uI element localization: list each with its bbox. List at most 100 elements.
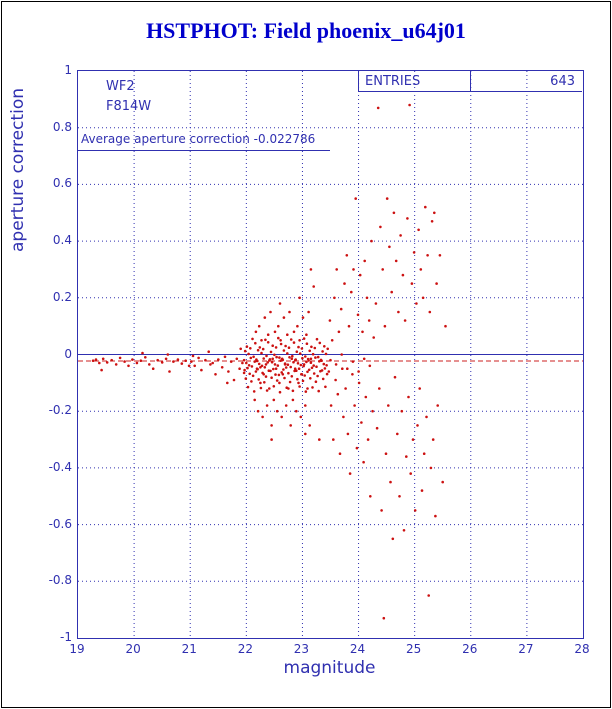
scatter-point xyxy=(422,452,426,456)
scatter-point xyxy=(389,480,392,484)
scatter-point xyxy=(246,366,249,370)
y-tick-label: 1 xyxy=(64,63,72,77)
scatter-point xyxy=(308,349,311,353)
scatter-point xyxy=(197,356,200,360)
y-tick-label: -0.6 xyxy=(48,516,72,531)
scatter-point xyxy=(278,390,282,394)
scatter-point xyxy=(356,313,360,317)
scatter-point xyxy=(312,285,315,288)
scatter-point xyxy=(270,438,273,441)
scatter-point xyxy=(260,339,263,342)
scatter-point xyxy=(184,359,187,363)
scatter-point xyxy=(304,432,307,436)
scatter-point xyxy=(272,398,276,402)
scatter-point xyxy=(193,364,196,368)
scatter-point xyxy=(362,357,366,361)
scatter-point xyxy=(363,259,367,263)
scatter-point xyxy=(290,357,294,361)
scatter-point xyxy=(332,438,335,441)
scatter-point xyxy=(300,347,304,350)
scatter-point xyxy=(355,446,359,450)
scatter-point xyxy=(330,339,334,342)
scatter-point xyxy=(144,356,147,359)
scatter-point xyxy=(365,296,369,300)
scatter-point xyxy=(305,342,309,346)
scatter-point xyxy=(251,337,254,341)
scatter-point xyxy=(288,310,291,314)
scatter-point xyxy=(296,324,299,328)
scatter-point xyxy=(242,371,246,375)
scatter-point xyxy=(350,290,353,294)
scatter-point xyxy=(428,310,432,314)
x-axis-label: magnitude xyxy=(283,658,376,678)
scatter-point xyxy=(272,385,276,388)
scatter-point xyxy=(311,352,315,356)
scatter-point xyxy=(164,357,168,361)
scatter-point xyxy=(151,367,155,371)
x-tick-label: 20 xyxy=(125,642,141,656)
scatter-point xyxy=(406,217,409,220)
scatter-point xyxy=(223,355,227,359)
scatter-point xyxy=(287,346,291,350)
scatter-point xyxy=(297,381,300,385)
scatter-point xyxy=(337,330,341,334)
scatter-point xyxy=(304,404,307,407)
scatter-point xyxy=(301,379,305,383)
scatter-point xyxy=(387,404,390,407)
scatter-point xyxy=(282,349,286,352)
scatter-point xyxy=(305,333,308,337)
scatter-point xyxy=(402,529,406,532)
y-axis-label: aperture correction xyxy=(8,88,28,252)
scatter-point xyxy=(353,404,356,407)
scatter-point xyxy=(327,370,331,373)
scatter-point xyxy=(172,360,175,363)
scatter-point xyxy=(232,378,236,382)
scatter-point xyxy=(384,452,388,456)
scatter-point xyxy=(333,296,336,300)
scatter-point xyxy=(243,368,246,372)
scatter-point xyxy=(314,356,317,359)
scatter-point xyxy=(204,358,207,362)
scatter-point xyxy=(302,363,306,366)
scatter-point xyxy=(323,367,327,370)
scatter-point xyxy=(261,415,264,419)
x-tick-label: 26 xyxy=(462,642,478,656)
scatter-point xyxy=(270,376,273,380)
scatter-point xyxy=(266,361,269,364)
scatter-point xyxy=(312,364,315,367)
scatter-point xyxy=(287,371,290,375)
scatter-point xyxy=(361,330,364,334)
scatter-point xyxy=(427,594,431,597)
scatter-point xyxy=(438,254,442,257)
scatter-point xyxy=(410,282,414,285)
scatter-point xyxy=(343,282,346,285)
scatter-point xyxy=(180,362,184,365)
scatter-point xyxy=(262,357,265,360)
scatter-point xyxy=(91,359,95,363)
scatter-point xyxy=(254,330,258,334)
scatter-point xyxy=(243,349,247,353)
scatter-point xyxy=(323,345,326,348)
scatter-point xyxy=(381,268,385,271)
y-tick-label: -1 xyxy=(60,630,72,644)
scatter-point xyxy=(255,359,259,363)
scatter-point xyxy=(156,358,159,362)
scatter-point xyxy=(309,361,313,365)
scatter-point xyxy=(135,361,139,365)
y-tick-label: 0.2 xyxy=(52,289,72,304)
scatter-point xyxy=(273,353,276,357)
scatter-point xyxy=(403,319,407,322)
scatter-point xyxy=(275,409,279,413)
scatter-point xyxy=(293,367,297,371)
x-tick-label: 25 xyxy=(406,642,422,656)
camera-label: WF2 xyxy=(106,79,135,94)
scatter-point xyxy=(334,378,337,382)
scatter-point xyxy=(295,409,298,413)
x-tick-label: 23 xyxy=(293,642,310,656)
scatter-point xyxy=(191,354,195,358)
scatter-point xyxy=(434,514,437,518)
scatter-point xyxy=(424,205,427,209)
scatter-point xyxy=(346,367,349,371)
scatter-point xyxy=(382,616,386,620)
page-title: HSTPHOT: Field phoenix_u64j01 xyxy=(146,18,466,43)
